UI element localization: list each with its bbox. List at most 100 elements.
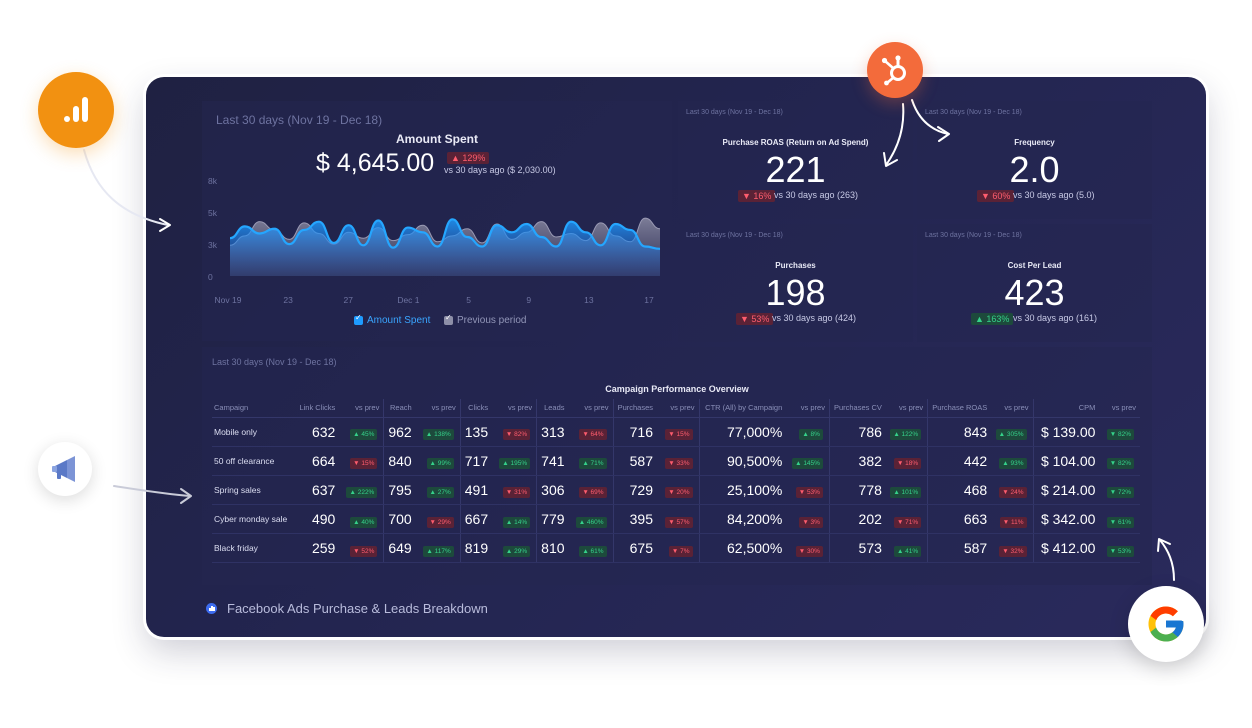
column-header[interactable]: vs prev [885, 399, 929, 418]
x-tick-label: 9 [526, 295, 531, 305]
delta-cell: ▲ 40% [339, 504, 385, 535]
delta-chip: ▼ 69% [579, 487, 607, 499]
column-header[interactable]: Purchases CV [829, 399, 886, 418]
metric-cell: $ 342.00 [1033, 504, 1100, 535]
delta-cell: ▼ 30% [786, 533, 830, 564]
date-range-label: Last 30 days (Nov 19 - Dec 18) [686, 109, 783, 116]
delta-cell: ▲ 45% [339, 417, 385, 447]
column-header[interactable]: vs prev [786, 399, 830, 418]
delta-cell: ▼ 7% [657, 533, 700, 564]
delta-cell: ▼ 24% [991, 475, 1034, 506]
delta-chip: ▲ 122% [890, 429, 922, 441]
comparison-text: vs 30 days ago (161) [1013, 313, 1098, 323]
delta-cell: ▲ 41% [885, 533, 929, 564]
metric-value: 2.0 [1009, 149, 1060, 190]
metric-cell: 25,100% [699, 475, 787, 506]
table-row[interactable]: Cyber monday sale 490 ▲ 40% 700 ▼ 29% 667 ▲ 14… [212, 504, 1140, 535]
delta-chip: ▼ 57% [665, 516, 693, 528]
megaphone-icon [38, 442, 92, 496]
delta-chip: ▼ 18% [893, 458, 922, 470]
campaign-name: Cyber monday sale [212, 504, 292, 535]
date-range-label: Last 30 days (Nov 19 - Dec 18) [925, 232, 1022, 239]
delta-chip: ▲ 305% [995, 429, 1027, 441]
legend-amount-spent[interactable]: Amount Spent [354, 313, 430, 326]
column-header[interactable]: Purchase ROAS [927, 399, 992, 418]
delta-cell: ▼ 29% [415, 504, 461, 535]
metric-cell: 667 [460, 504, 493, 535]
column-header[interactable]: Reach [383, 399, 416, 418]
column-header[interactable]: vs prev [492, 399, 538, 418]
metric-cell: 587 [927, 533, 992, 564]
metric-card-purchase-roas: Last 30 days (Nov 19 - Dec 18) Purchase … [678, 101, 913, 219]
metric-value: 423 [1004, 272, 1065, 313]
metric-cell: 729 [613, 475, 657, 506]
delta-cell: ▼ 82% [1099, 417, 1140, 447]
column-header[interactable]: vs prev [568, 399, 614, 418]
date-range-label: Last 30 days (Nov 19 - Dec 18) [216, 113, 383, 127]
legend-previous-period[interactable]: Previous period [444, 313, 526, 326]
column-header[interactable]: Campaign [212, 399, 292, 418]
column-header[interactable]: CPM [1033, 399, 1100, 418]
metric-cell: 573 [829, 533, 886, 564]
metric-cell: 77,000% [699, 417, 787, 447]
delta-chip: ▼ 53% [1106, 545, 1134, 557]
column-header[interactable]: Clicks [460, 399, 493, 418]
y-tick-label: 0 [208, 272, 213, 282]
delta-cell: ▲ 27% [415, 475, 461, 506]
delta-chip: ▼ 30% [795, 545, 823, 557]
delta-chip: ▲ 8% [799, 429, 823, 441]
metric-title: Frequency [1014, 138, 1055, 147]
table-row[interactable]: Spring sales 637 ▲ 222% 795 ▲ 27% 491 ▼ 31% 306… [212, 475, 1140, 506]
delta-cell: ▲ 8% [786, 417, 830, 447]
date-range-label: Last 30 days (Nov 19 - Dec 18) [925, 109, 1022, 116]
delta-chip: ▼ 64% [579, 429, 607, 441]
delta-cell: ▲ 305% [991, 417, 1034, 447]
delta-chip: ▼ 29% [426, 516, 454, 528]
table-row[interactable]: Black friday 259 ▼ 52% 649 ▲ 117% 819 ▲ 29% 810… [212, 533, 1140, 564]
column-header[interactable]: Leads [536, 399, 569, 418]
campaign-name: Spring sales [212, 475, 292, 506]
delta-chip: ▼ 33% [665, 458, 693, 470]
metric-cell: 843 [927, 417, 992, 447]
table-row[interactable]: Mobile only 632 ▲ 45% 962 ▲ 138% 135 ▼ 82% 313 ▼… [212, 417, 1140, 447]
delta-cell: ▲ 195% [492, 446, 538, 476]
delta-cell: ▼ 53% [1099, 533, 1140, 564]
delta-cell: ▲ 460% [568, 504, 614, 535]
campaign-performance-table: Campaign Link Clicks vs prev Reach vs pr… [212, 399, 1140, 564]
column-header[interactable]: vs prev [991, 399, 1034, 418]
metric-cell: 490 [291, 504, 340, 535]
delta-chip: ▼ 11% [999, 516, 1027, 528]
column-header[interactable]: Purchases [613, 399, 657, 418]
metric-cell: 779 [536, 504, 569, 535]
metric-value: $ 4,645.00 [316, 149, 435, 177]
metric-cell: $ 214.00 [1033, 475, 1100, 506]
column-header[interactable]: vs prev [657, 399, 700, 418]
x-tick-label: Nov 19 [215, 295, 242, 305]
table-row[interactable]: 50 off clearance 664 ▼ 15% 840 ▲ 99% 717 ▲ 195… [212, 446, 1140, 476]
dashboard-title: Facebook Ads Purchase & Leads Breakdown [227, 601, 488, 616]
column-header[interactable]: vs prev [339, 399, 385, 418]
metric-cell: $ 412.00 [1033, 533, 1100, 564]
delta-chip: ▲ 138% [422, 429, 454, 441]
column-header[interactable]: vs prev [1099, 399, 1140, 418]
delta-cell: ▲ 145% [786, 446, 830, 476]
delta-cell: ▼ 69% [568, 475, 614, 506]
column-header[interactable]: vs prev [415, 399, 461, 418]
metric-cell: 675 [613, 533, 657, 564]
column-header[interactable]: Link Clicks [291, 399, 340, 418]
delta-cell: ▼ 53% [786, 475, 830, 506]
delta-badge: ▼ 16% [738, 190, 776, 202]
metric-value: 198 [765, 272, 826, 313]
x-tick-label: 23 [283, 295, 293, 305]
delta-chip: ▼ 15% [665, 429, 693, 441]
delta-chip: ▲ 45% [350, 429, 378, 441]
delta-chip: ▼ 20% [665, 487, 693, 499]
metric-cell: 810 [536, 533, 569, 564]
delta-chip: ▼ 61% [1106, 516, 1134, 528]
column-header[interactable]: CTR (All) by Campaign [699, 399, 787, 418]
delta-cell: ▼ 18% [885, 446, 929, 476]
amount-spent-panel: Last 30 days (Nov 19 - Dec 18) Amount Sp… [202, 101, 672, 341]
delta-chip: ▲ 27% [426, 487, 454, 499]
campaign-name: Black friday [212, 533, 292, 564]
campaign-name: 50 off clearance [212, 446, 292, 476]
